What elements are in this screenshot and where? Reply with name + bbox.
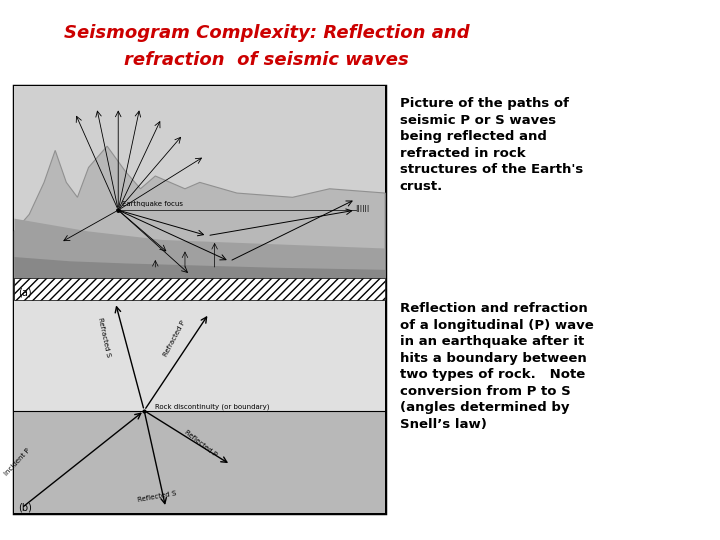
Text: Seismogram Complexity: Reflection and: Seismogram Complexity: Reflection and	[63, 24, 469, 42]
Text: refraction  of seismic waves: refraction of seismic waves	[124, 51, 409, 69]
Polygon shape	[14, 146, 385, 300]
Text: Reflected S: Reflected S	[137, 491, 176, 503]
Text: Incident P: Incident P	[4, 447, 32, 476]
Text: Earthquake focus: Earthquake focus	[122, 201, 183, 207]
Text: Picture of the paths of
seismic P or S waves
being reflected and
refracted in ro: Picture of the paths of seismic P or S w…	[400, 97, 583, 193]
Bar	[14, 86, 385, 300]
Text: Refracted P: Refracted P	[162, 320, 186, 357]
Bar	[14, 86, 385, 513]
Text: Refracted S: Refracted S	[97, 317, 112, 357]
Text: ||||||: ||||||	[356, 205, 370, 212]
Text: Rock discontinuity (or boundary): Rock discontinuity (or boundary)	[156, 403, 270, 410]
Bar	[14, 410, 385, 513]
Text: (b): (b)	[18, 502, 32, 512]
Text: Reflection and refraction
of a longitudinal (P) wave
in an earthquake after it
h: Reflection and refraction of a longitudi…	[400, 302, 593, 431]
Bar	[14, 300, 385, 410]
Polygon shape	[14, 219, 385, 300]
Text: Reflected P: Reflected P	[184, 429, 218, 457]
Polygon shape	[14, 257, 385, 300]
Bar	[14, 279, 385, 300]
Text: (a): (a)	[18, 287, 32, 298]
